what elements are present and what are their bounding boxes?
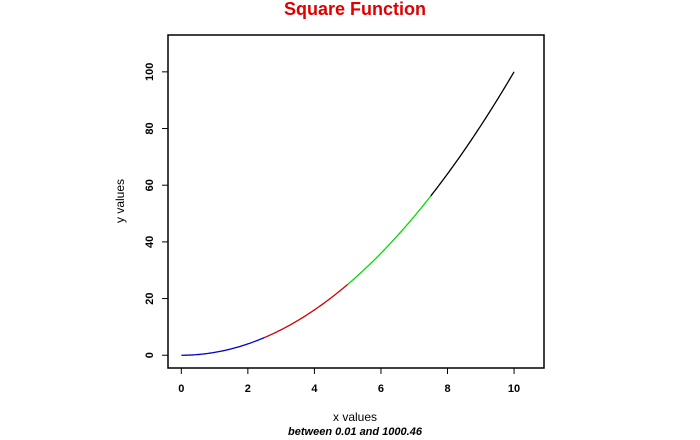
x-tick-label: 0 (178, 383, 184, 395)
series-layer (181, 71, 515, 356)
x-tick-label: 8 (444, 383, 450, 395)
y-tick-label: 100 (144, 63, 156, 81)
series-line-3 (347, 195, 432, 285)
y-tick-label: 0 (144, 352, 156, 358)
chart-subtitle: between 0.01 and 1000.46 (288, 426, 423, 438)
y-tick-label: 80 (144, 122, 156, 134)
y-tick-label: 40 (144, 236, 156, 248)
series-line-1 (181, 336, 265, 356)
x-tick-label: 4 (311, 383, 318, 395)
y-tick-label: 60 (144, 179, 156, 191)
y-axis-label: y values (113, 179, 127, 223)
series-line-2 (264, 283, 349, 339)
y-tick-label: 20 (144, 292, 156, 304)
y-axis: 0 20 40 60 80 100 (144, 63, 169, 358)
chart-title: Square Function (284, 0, 426, 19)
x-axis-label: x values (333, 410, 377, 424)
plot-frame (167, 34, 545, 369)
x-tick-label: 10 (508, 383, 520, 395)
x-tick-label: 6 (378, 383, 384, 395)
series-line-4 (430, 71, 515, 197)
x-axis: 0 2 4 6 8 10 (178, 367, 520, 395)
x-tick-label: 2 (245, 383, 251, 395)
